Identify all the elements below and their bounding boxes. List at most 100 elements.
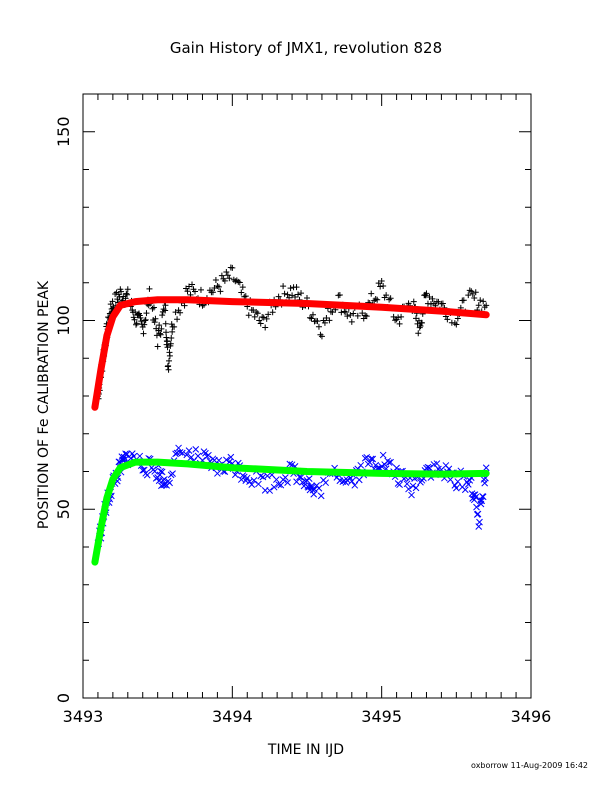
data-point xyxy=(181,302,188,309)
data-point xyxy=(152,315,159,322)
data-point xyxy=(269,309,276,316)
data-point xyxy=(255,480,262,488)
y-tick-label: 100 xyxy=(54,305,73,336)
data-point xyxy=(466,287,473,294)
data-point xyxy=(141,317,148,324)
data-point xyxy=(231,471,239,479)
data-point xyxy=(427,300,434,307)
data-point xyxy=(162,307,169,314)
data-point xyxy=(377,283,384,290)
data-point xyxy=(433,460,441,467)
data-point xyxy=(318,333,325,340)
data-point xyxy=(390,313,397,320)
data-point xyxy=(410,298,417,305)
data-point xyxy=(136,452,144,460)
data-point xyxy=(223,456,230,464)
data-point xyxy=(461,486,469,494)
data-point xyxy=(473,503,480,511)
data-point xyxy=(315,484,323,492)
data-point xyxy=(156,322,163,329)
data-point xyxy=(205,451,212,459)
data-point xyxy=(476,518,483,526)
data-point xyxy=(379,451,387,459)
data-point xyxy=(409,482,417,490)
data-point xyxy=(266,487,274,494)
data-point xyxy=(281,474,289,481)
plot-frame xyxy=(82,93,532,699)
data-point xyxy=(218,272,225,279)
data-point xyxy=(368,290,375,297)
data-point xyxy=(265,311,272,318)
data-point xyxy=(138,318,145,325)
data-point xyxy=(160,306,167,313)
data-point xyxy=(412,484,420,492)
data-point xyxy=(197,286,204,293)
data-point xyxy=(280,283,287,290)
data-point xyxy=(118,288,125,295)
data-point xyxy=(187,453,195,461)
data-point xyxy=(157,331,164,338)
data-point xyxy=(460,297,467,304)
plot-area xyxy=(91,264,490,566)
data-point xyxy=(209,289,216,296)
data-point xyxy=(185,447,193,455)
data-point xyxy=(254,310,261,317)
data-point xyxy=(236,279,243,286)
data-point xyxy=(315,323,322,330)
data-point xyxy=(369,455,377,463)
data-point xyxy=(154,343,161,350)
x-axis-label: TIME IN IJD xyxy=(267,742,344,758)
data-point xyxy=(163,329,170,336)
data-point xyxy=(472,493,480,501)
y-tick-label: 50 xyxy=(54,499,73,519)
data-point xyxy=(396,481,403,489)
data-point xyxy=(284,291,291,298)
series-3 xyxy=(91,458,490,566)
data-point xyxy=(122,295,129,302)
footer-stamp: oxborrow 11-Aug-2009 16:42 xyxy=(471,761,588,770)
data-point xyxy=(453,321,460,328)
data-point xyxy=(162,302,169,309)
data-point xyxy=(295,291,302,298)
data-point xyxy=(248,481,256,488)
data-point xyxy=(293,284,300,291)
data-point xyxy=(158,468,166,476)
data-point xyxy=(426,464,433,472)
data-point xyxy=(159,312,166,319)
data-point xyxy=(348,318,355,325)
data-point xyxy=(262,324,269,331)
x-tick-label: 3494 xyxy=(212,707,253,726)
data-point xyxy=(157,467,165,475)
data-point xyxy=(223,269,230,276)
data-point xyxy=(149,305,156,312)
data-point xyxy=(235,278,242,285)
data-point xyxy=(393,464,400,472)
data-point xyxy=(215,457,223,464)
data-point xyxy=(475,302,482,309)
x-tick-label: 3495 xyxy=(361,707,402,726)
data-point xyxy=(479,493,487,501)
data-point xyxy=(387,295,394,302)
data-point xyxy=(109,298,116,305)
data-point xyxy=(474,510,482,518)
data-point xyxy=(217,288,224,295)
data-point xyxy=(386,296,393,303)
data-point xyxy=(256,317,263,324)
data-point xyxy=(403,480,411,488)
data-point xyxy=(141,321,148,328)
data-point xyxy=(257,472,265,480)
data-point xyxy=(133,321,140,328)
data-point xyxy=(357,461,365,469)
data-point xyxy=(221,277,228,284)
data-point xyxy=(354,312,361,319)
data-point xyxy=(314,318,321,325)
y-axis-label: POSITION OF Fe CALIBRATION PEAK xyxy=(36,280,52,529)
data-point xyxy=(212,276,219,283)
data-point xyxy=(169,470,176,477)
data-point xyxy=(250,477,258,484)
data-point xyxy=(239,284,246,291)
data-point xyxy=(123,290,130,297)
data-point xyxy=(166,352,173,359)
data-point xyxy=(168,334,175,341)
